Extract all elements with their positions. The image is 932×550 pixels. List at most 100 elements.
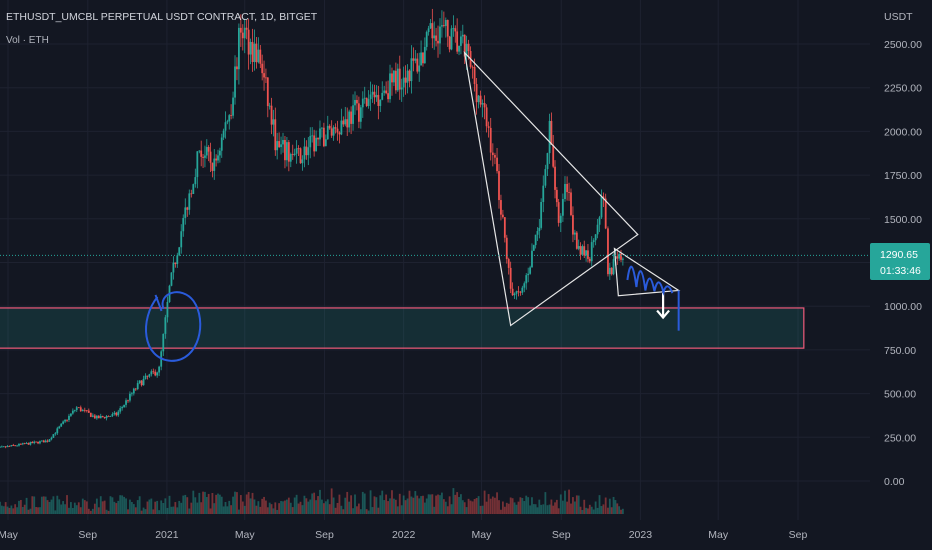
volume-bar [344,497,347,514]
candle-body [590,242,593,262]
candle-body [363,97,366,99]
candle-body [412,58,415,61]
candle-body [238,27,240,70]
candle-body [44,440,47,443]
candle-body [103,416,106,419]
volume-bar [289,502,292,514]
candle-body [42,440,45,443]
volume-bar [162,502,165,514]
time-axis[interactable]: May Sep 2021 May Sep 2022 May Sep 2023 May Sep [0,529,807,541]
candle-body [144,375,147,379]
candle-body [280,144,282,148]
candle-body [350,111,353,124]
volume-bar [178,500,181,514]
candle-body [398,68,401,90]
candle-body [389,73,391,100]
candle-body [29,441,32,445]
volume-bar [554,502,556,514]
volume-bar [552,505,555,514]
volume-bar [359,509,362,514]
volume-bar [600,506,603,514]
volume-bar [581,509,584,514]
support-zone-box[interactable] [0,307,805,349]
candle-body [581,246,584,255]
volume-bar [142,507,145,514]
volume-bar [123,496,126,514]
volume-bar [168,495,171,514]
candle-body [150,371,153,375]
y-tick-label: 2000.00 [884,126,922,138]
candle-body [608,267,611,275]
volume-bar [125,498,127,514]
candle-body [247,29,250,55]
volume-bar [19,499,22,514]
volume-bar [444,501,447,514]
volume-bar [568,489,570,514]
volume-bar [109,496,112,514]
volume-bar [534,504,537,514]
volume-bar [557,508,560,514]
volume-bar [270,504,273,514]
volume-bar [389,498,391,514]
volume-bar [604,497,607,514]
candle-body [456,31,459,52]
candle-body [587,250,589,259]
candle-body [383,90,386,93]
volume-bar [6,506,9,514]
volume-bar [200,502,203,514]
volume-bar [342,509,345,514]
price-axis[interactable]: USDT 2500.00 2250.00 2000.00 1750.00 1500.00… [884,11,922,488]
candle-body [579,246,582,255]
volume-bar [138,496,141,514]
candle-body [192,184,195,194]
triangle-drawing[interactable] [613,247,681,297]
candle-body [207,146,210,152]
volume-bar [158,510,161,514]
candle-body [473,66,476,85]
volume-bar [164,498,167,514]
volume-bar [226,506,229,514]
candle-body [6,446,9,448]
candle-body [83,409,86,411]
candle-body [544,169,547,186]
down-arrow-head[interactable] [656,309,670,320]
wave-projection[interactable] [626,265,674,296]
candle-body [52,434,55,438]
volume-bar [103,500,106,514]
volume-bar [381,490,384,514]
candle-body [391,73,393,83]
volume-bar [610,507,613,514]
candle-body [239,27,242,33]
volume-bar [326,499,329,514]
candle-body [425,32,428,47]
x-tick-label: 2022 [392,529,416,541]
volume-bar [117,500,120,514]
candle-body [230,115,233,116]
volume-bar [379,495,382,514]
candle-body [194,177,197,185]
volume-bar [448,496,451,514]
volume-bar [27,509,30,514]
volume-bar [507,503,510,514]
volume-bar [62,501,65,514]
volume-bar [39,507,41,514]
volume-bar [156,500,159,514]
candle-body [342,120,345,125]
volume-bar [330,488,333,514]
candle-body [297,148,300,150]
volume-bar [148,499,151,514]
candle-body [322,127,325,147]
volume-bar [515,504,518,514]
triangle-drawing[interactable] [463,50,639,327]
candle-body [538,227,541,232]
volume-bar [572,497,574,514]
volume-bar [251,492,254,514]
candle-body [101,416,104,417]
volume-bar [215,494,218,514]
candle-body [180,231,183,248]
highlight-circle[interactable] [145,291,202,362]
candle-body [134,388,137,390]
candle-body [596,224,599,235]
candle-body [89,412,92,417]
